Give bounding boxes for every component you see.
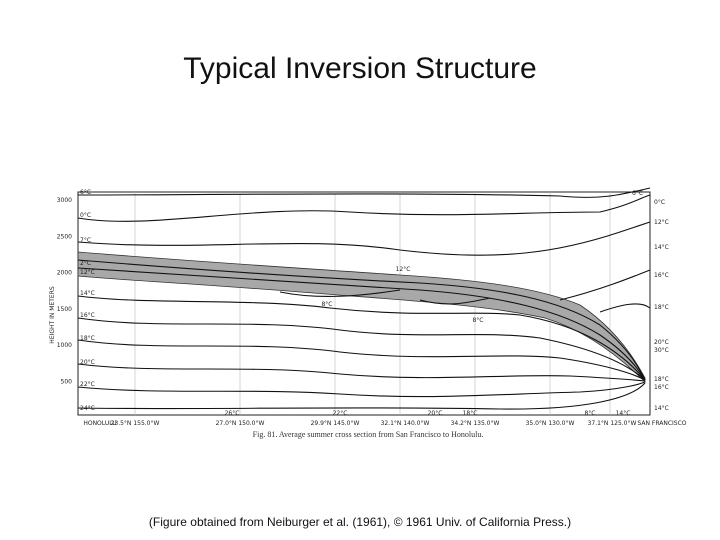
station-label: HONOLULU [83, 420, 116, 427]
isotherm-label: 2°C [80, 260, 91, 267]
isotherm-label: 8°C [321, 301, 332, 308]
isotherm-label: 18°C [463, 410, 478, 417]
y-ticks: 3000 2500 2000 1500 1000 500 [57, 197, 72, 386]
band-line [77, 267, 646, 381]
isotherm-label: 16°C [654, 272, 669, 279]
isotherm-label: 22°C [333, 410, 348, 417]
isotherm-label: 0°C [654, 199, 665, 206]
isotherms [77, 187, 651, 410]
y-axis-label: HEIGHT IN METERS [49, 286, 56, 344]
figure-frame [77, 191, 651, 416]
isotherm-label: 18°C [654, 304, 669, 311]
y-tick-label: 1000 [57, 342, 72, 349]
isotherm-label: 12°C [80, 269, 95, 276]
isotherm-label: 14°C [654, 244, 669, 251]
slide-title: Typical Inversion Structure [183, 52, 536, 85]
y-tick-label: 2500 [57, 233, 72, 240]
isotherm-label: 14°C [616, 410, 631, 417]
station-label: 32.1°N 140.0°W [381, 420, 430, 427]
isotherm-label: 30°C [654, 347, 669, 354]
source-note: (Figure obtained from Neiburger et al. (… [149, 515, 571, 529]
inversion-band [77, 251, 646, 383]
isotherm-label: 22°C [80, 381, 95, 388]
isotherm-label: 16°C [654, 384, 669, 391]
temperature-labels: 6°C0°C7°C2°C12°C14°C16°C18°C20°C22°C24°C… [80, 189, 669, 417]
figure-caption: Fig. 81. Average summer cross section fr… [253, 430, 484, 439]
isotherm-label: 14°C [654, 405, 669, 412]
isotherm-label: 0°C [80, 212, 91, 219]
isotherm-label: 20°C [428, 410, 443, 417]
isotherm-label: 6°C [80, 189, 91, 196]
station-label: 34.2°N 135.0°W [451, 420, 500, 427]
isotherm-label: 26°C [225, 410, 240, 417]
isotherm-label: 16°C [80, 312, 95, 319]
isotherm-label: 12°C [654, 219, 669, 226]
isotherm-label: 20°C [80, 359, 95, 366]
station-label: 29.9°N 145.0°W [311, 420, 360, 427]
isotherm-label: 8°C [472, 317, 483, 324]
isotherm-label: 8°C [584, 410, 595, 417]
station-label: 27.0°N 150.0°W [216, 420, 265, 427]
isotherm-label: 7°C [80, 237, 91, 244]
y-tick-label: 500 [61, 379, 73, 386]
isotherm-label: 14°C [80, 290, 95, 297]
y-tick-label: 2000 [57, 270, 72, 277]
station-label: 23.5°N 155.0°W [111, 420, 160, 427]
figure: 3000 2500 2000 1500 1000 500 HEIGHT IN METERS… [49, 187, 687, 439]
y-tick-label: 1500 [57, 306, 72, 313]
isotherm-label: 12°C [396, 266, 411, 273]
band-line [77, 259, 646, 381]
isotherm-label: 18°C [80, 335, 95, 342]
isotherm-label: 24°C [80, 405, 95, 412]
station-label: 37.1°N 125.0°W [588, 420, 637, 427]
isotherm-label: 18°C [654, 376, 669, 383]
y-tick-label: 3000 [57, 197, 72, 204]
isotherm-label: 20°C [654, 339, 669, 346]
isotherm-label: 6°C [632, 190, 643, 197]
station-label: SAN FRANCISCO [637, 420, 686, 427]
station-label: 35.0°N 130.0°W [526, 420, 575, 427]
